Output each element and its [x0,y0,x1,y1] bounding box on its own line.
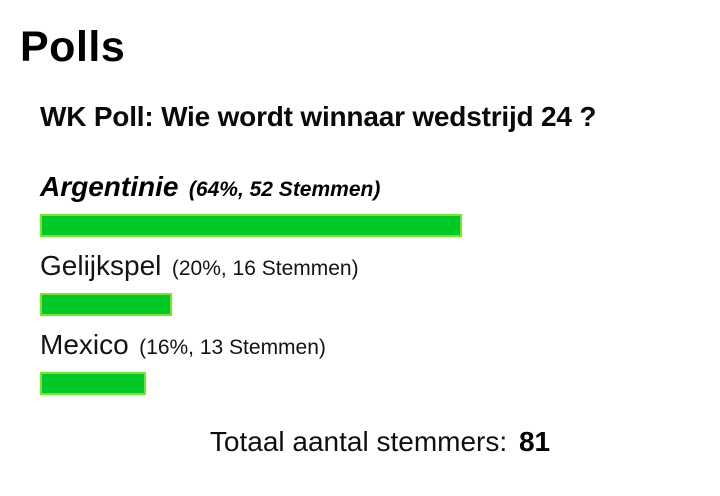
poll-option-gelijkspel: Gelijkspel (20%, 16 Stemmen) [40,250,720,317]
poll-option-argentinie: Argentinie (64%, 52 Stemmen) [40,171,720,238]
poll-total-line: Totaal aantal stemmers: 81 [40,426,720,458]
poll-option-stats: (16%, 13 Stemmen) [139,336,326,360]
page-title: Polls [20,23,126,71]
poll-result-bar [40,372,146,396]
poll-question: WK Poll: Wie wordt winnaar wedstrijd 24 … [40,101,597,133]
poll-page: Polls WK Poll: Wie wordt winnaar wedstri… [0,23,720,496]
poll-option-text: Gelijkspel (20%, 16 Stemmen) [40,250,720,286]
poll-option-label: Mexico [40,329,129,361]
poll-widget: WK Poll: Wie wordt winnaar wedstrijd 24 … [40,101,720,458]
poll-result-bar [40,293,172,317]
poll-option-mexico: Mexico (16%, 13 Stemmen) [40,329,720,396]
poll-result-bar [40,214,462,238]
poll-option-text: Mexico (16%, 13 Stemmen) [40,329,720,365]
poll-option-stats: (20%, 16 Stemmen) [171,257,359,281]
poll-option-stats: (64%, 52 Stemmen) [188,178,381,202]
poll-option-label: Argentinie [40,171,179,203]
poll-total-count: 81 [518,426,551,458]
poll-results-list: Argentinie (64%, 52 Stemmen) Gelijkspel … [40,171,720,396]
poll-option-label: Gelijkspel [40,250,162,282]
poll-total-label: Totaal aantal stemmers: [209,426,508,458]
poll-option-text: Argentinie (64%, 52 Stemmen) [40,171,720,207]
